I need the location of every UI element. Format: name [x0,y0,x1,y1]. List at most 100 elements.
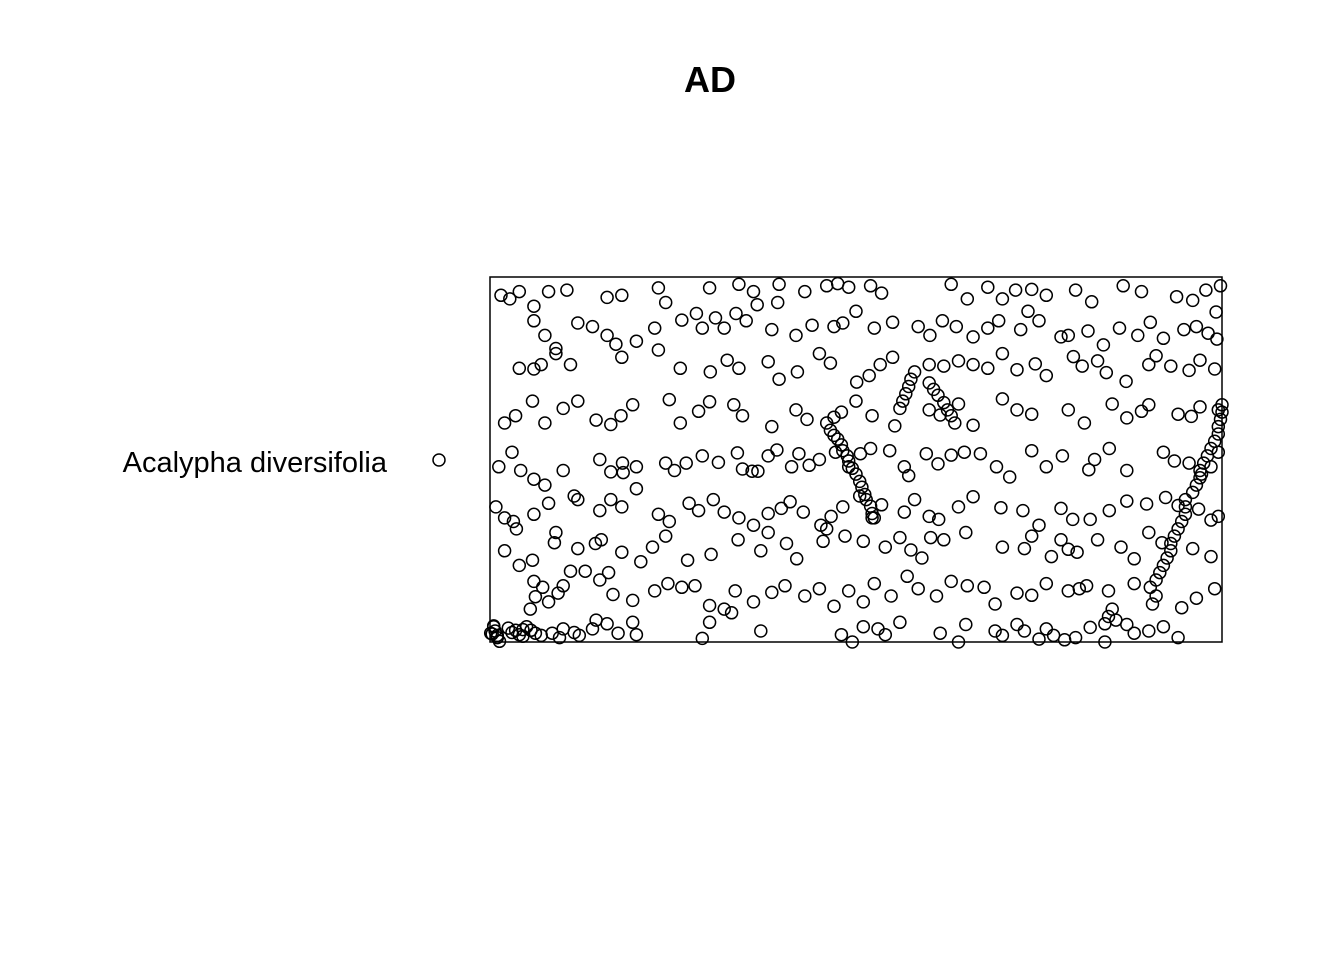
data-point [494,288,508,303]
data-point [702,395,717,409]
data-point [834,438,849,452]
data-point [483,626,498,640]
data-point [885,315,900,330]
data-point [585,622,600,636]
data-point [691,503,706,518]
data-point [1046,628,1061,643]
data-point [944,277,958,292]
data-point [746,595,761,609]
data-point [534,357,548,372]
data-point [1013,322,1028,337]
data-point [489,500,503,514]
legend-marker [432,453,446,467]
data-point [882,443,897,458]
data-point [735,462,750,476]
data-point [966,489,980,504]
data-point [1102,503,1117,518]
data-point [841,584,856,598]
data-point [547,535,562,550]
data-point [1142,357,1156,372]
data-point [527,362,541,376]
data-point [1072,581,1087,596]
data-point [1024,282,1039,297]
data-point [735,408,750,423]
data-point [1167,454,1182,468]
data-point [814,518,828,532]
data-point [1101,584,1116,598]
data-point [1065,512,1080,527]
data-point [1112,321,1127,335]
data-point [1185,485,1200,500]
data-point [789,403,803,417]
data-point [717,602,731,616]
data-point [1102,441,1117,456]
data-point [552,630,567,645]
data-point [816,534,830,549]
data-point [593,573,607,587]
data-point [732,277,746,292]
data-point [1178,492,1193,507]
data-point [959,525,973,540]
data-point [858,487,872,502]
data-point [1002,470,1017,484]
data-point [867,321,882,335]
data-point [1081,324,1095,338]
data-point [1021,304,1035,319]
data-point [1156,619,1171,634]
data-point [901,468,916,483]
data-point [1193,471,1207,485]
data-point [991,314,1006,328]
data-point [995,628,1010,643]
data-point [600,290,614,305]
data-point [704,547,718,562]
data-point [516,629,530,643]
data-point [779,536,794,551]
data-point [688,579,702,593]
data-point [629,481,644,496]
data-point [852,474,867,489]
data-point [1099,365,1114,380]
data-point [1096,338,1111,352]
data-point [571,492,585,507]
data-point [836,500,850,514]
data-point [819,279,834,293]
data-point [673,416,688,430]
data-point [1169,289,1184,304]
data-point [634,554,648,569]
data-point [1189,319,1204,334]
data-point [798,284,812,299]
data-point [957,445,972,459]
data-point [527,507,541,522]
data-point [651,343,666,357]
data-point [1061,542,1076,557]
data-point [729,306,743,321]
data-point [988,624,1002,638]
data-point [615,500,629,514]
data-point [695,631,710,646]
data-point [1164,536,1178,551]
data-point [589,413,603,427]
data-point [1182,456,1196,470]
data-point [746,518,761,532]
data-point [689,306,704,321]
data-point [951,354,966,368]
data-point [1149,349,1163,363]
data-point [1070,545,1084,559]
data-point [732,361,746,376]
data-point [1028,357,1043,371]
data-point [1090,354,1105,368]
data-point [527,314,541,328]
data-point [951,635,966,649]
data-point [751,464,765,478]
data-point [593,452,607,467]
data-point [1145,597,1160,611]
data-point [1204,513,1218,527]
data-point [931,512,946,527]
data-point [856,534,871,549]
data-point [1149,573,1163,587]
data-point [527,574,541,589]
data-point [615,545,629,559]
data-point [1010,586,1024,600]
data-point [1082,462,1096,477]
data-point [789,328,803,343]
